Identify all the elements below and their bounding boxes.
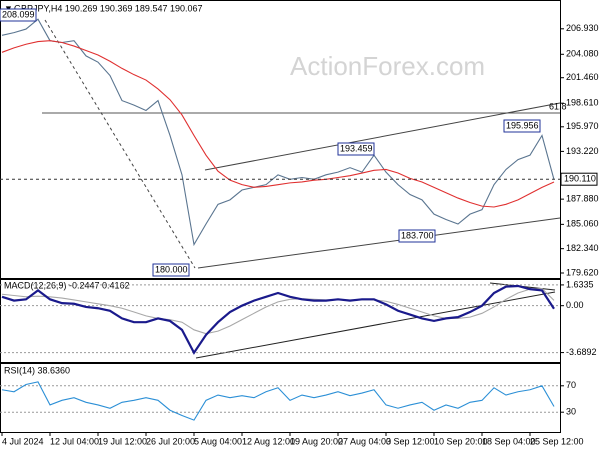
x-tick-label: 10 Sep 20:00 bbox=[434, 436, 488, 446]
annotation-box bbox=[0, 8, 37, 22]
y-tick-label: 30 bbox=[566, 407, 576, 417]
x-tick-label: 18 Sep 04:00 bbox=[482, 436, 536, 446]
x-tick-label: 3 Sep 12:00 bbox=[386, 436, 435, 446]
macd-title: MACD(12,26,9) -0.2447 0.4162 bbox=[4, 280, 130, 290]
y-tick-label: 193.220 bbox=[566, 146, 599, 156]
y-tick-label: 182.340 bbox=[566, 243, 599, 253]
y-tick-label: 70 bbox=[566, 380, 576, 390]
series-line bbox=[1, 287, 555, 335]
annotation-box bbox=[337, 142, 375, 156]
annotation-box bbox=[152, 263, 190, 277]
y-tick-label: 206.930 bbox=[566, 23, 599, 33]
series-line bbox=[1, 284, 555, 355]
price-title: GBPJPY,H4 190.269 190.369 189.547 190.06… bbox=[14, 3, 203, 13]
x-tick-label: 19 Aug 20:00 bbox=[290, 436, 343, 446]
x-tick-label: 4 Jul 2024 bbox=[2, 436, 44, 446]
pane-frame bbox=[0, 0, 561, 279]
last-price-box bbox=[560, 172, 598, 186]
y-tick-label: 0.00 bbox=[566, 300, 584, 310]
annotation-box bbox=[503, 119, 541, 133]
menu-icon[interactable]: ▼ bbox=[4, 3, 13, 13]
annotation: 195.956 bbox=[506, 120, 539, 130]
y-tick-label: 204.080 bbox=[566, 49, 599, 59]
x-tick-label: 19 Jul 12:00 bbox=[98, 436, 147, 446]
y-tick-label: 187.880 bbox=[566, 194, 599, 204]
pane-frame bbox=[0, 363, 561, 433]
annotation-box bbox=[398, 229, 436, 243]
annotation: 193.459 bbox=[340, 143, 373, 153]
series-line bbox=[1, 40, 555, 208]
macd-trend bbox=[195, 291, 556, 359]
series-line bbox=[1, 18, 555, 247]
swing-line bbox=[44, 19, 196, 269]
x-tick-label: 5 Aug 04:00 bbox=[194, 436, 242, 446]
annotation: 208.099 bbox=[2, 9, 35, 19]
x-tick-label: 27 Aug 04:00 bbox=[338, 436, 391, 446]
x-tick-label: 12 Aug 12:00 bbox=[242, 436, 295, 446]
y-tick-label: 195.970 bbox=[566, 121, 599, 131]
x-tick-label: 12 Jul 04:00 bbox=[50, 436, 99, 446]
annotation: 183.700 bbox=[401, 230, 434, 240]
y-tick-label: 185.060 bbox=[566, 219, 599, 229]
x-tick-label: 26 Jul 20:00 bbox=[146, 436, 195, 446]
annotation: 180.000 bbox=[155, 264, 188, 274]
x-tick-label: 25 Sep 12:00 bbox=[530, 436, 584, 446]
y-tick-label: -3.6892 bbox=[566, 347, 597, 357]
watermark: ActionForex.com bbox=[290, 51, 485, 81]
channel-lower bbox=[197, 217, 561, 269]
annotation: 61.8 bbox=[549, 101, 567, 111]
last-price-label: 190.110 bbox=[564, 174, 596, 184]
channel-upper bbox=[204, 102, 561, 171]
y-tick-label: 201.460 bbox=[566, 72, 599, 82]
rsi-title: RSI(14) 38.6360 bbox=[4, 365, 70, 375]
pane-frame bbox=[0, 279, 561, 363]
y-tick-label: 1.6335 bbox=[566, 279, 594, 289]
y-tick-label: 179.620 bbox=[566, 267, 599, 277]
y-tick-label: 198.610 bbox=[566, 98, 599, 108]
series-line bbox=[1, 381, 555, 421]
